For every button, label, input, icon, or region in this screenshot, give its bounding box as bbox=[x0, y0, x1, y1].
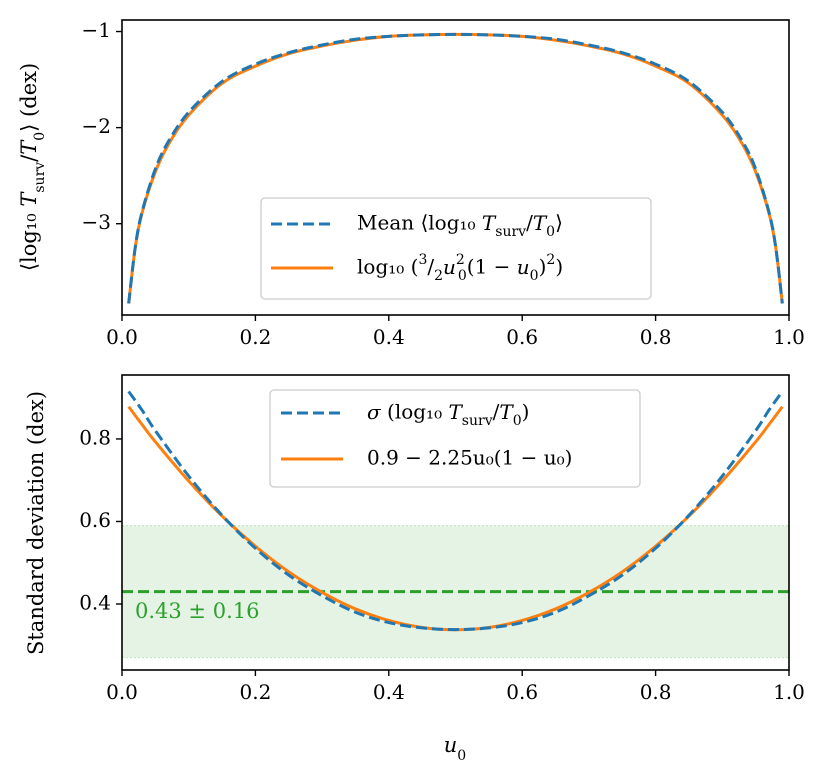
top-legend: Mean ⟨log₁₀ Tsurv/T0⟩ log₁₀ (3/2u2 0(1 − … bbox=[260, 197, 652, 300]
top-legend-box bbox=[260, 197, 652, 300]
bottom-xtick-label: 0.0 bbox=[106, 680, 138, 704]
bottom-series-measured-line bbox=[127, 390, 784, 632]
bottom-ylabel: Standard deviation (dex) bbox=[24, 391, 48, 655]
top-plot-area bbox=[127, 32, 784, 304]
top-ytick-label: −1 bbox=[82, 18, 111, 42]
bottom-ticks: 0.0 0.2 0.4 0.6 0.8 1.0 0.4 0.6 0.8 bbox=[79, 425, 805, 704]
bottom-legend-box bbox=[269, 389, 641, 488]
top-series-measured-line bbox=[127, 32, 784, 304]
top-ytick-label: −2 bbox=[82, 114, 111, 138]
bottom-legend-fit-label: 0.9 − 2.25u₀(1 − u₀) bbox=[367, 446, 572, 470]
top-axes-frame bbox=[121, 19, 790, 316]
top-ylabel: ⟨log₁₀ Tsurv/T0⟩ (dex) bbox=[17, 63, 48, 271]
sigma-band bbox=[122, 525, 789, 658]
top-ticks: 0.0 0.2 0.4 0.6 0.8 1.0 −3 −2 −1 bbox=[82, 18, 805, 349]
bottom-xtick-label: 0.2 bbox=[239, 680, 271, 704]
bottom-xtick-label: 0.6 bbox=[506, 680, 538, 704]
bottom-axes-frame bbox=[121, 374, 790, 671]
bottom-ytick-label: 0.6 bbox=[79, 508, 111, 532]
top-xtick-label: 0.6 bbox=[506, 325, 538, 349]
top-legend-fit-label: log₁₀ (3/2u2 0(1 − u0)2) bbox=[357, 252, 563, 284]
bottom-xlabel: u0 bbox=[444, 733, 466, 764]
bottom-ytick-label: 0.8 bbox=[79, 425, 111, 449]
bottom-xtick-label: 0.8 bbox=[640, 680, 672, 704]
bottom-panel: 0.0 0.2 0.4 0.6 0.8 1.0 0.4 0.6 0.8 Standard dev… bbox=[24, 374, 805, 764]
bottom-xtick-label: 1.0 bbox=[773, 680, 805, 704]
top-xtick-label: 0.0 bbox=[106, 325, 138, 349]
bottom-ytick-label: 0.4 bbox=[79, 590, 111, 614]
top-xtick-label: 0.4 bbox=[373, 325, 405, 349]
top-panel: 0.0 0.2 0.4 0.6 0.8 1.0 −3 −2 −1 ⟨log₁₀ Tsurv/T0… bbox=[17, 18, 805, 349]
top-xtick-label: 0.2 bbox=[239, 325, 271, 349]
top-xtick-label: 0.8 bbox=[640, 325, 672, 349]
top-ytick-label: −3 bbox=[82, 210, 111, 234]
bottom-legend: σ (log₁₀ Tsurv/T0) 0.9 − 2.25u₀(1 − u₀) bbox=[269, 389, 641, 488]
top-xtick-label: 1.0 bbox=[773, 325, 805, 349]
bottom-band-area bbox=[122, 525, 789, 659]
bottom-plot-area bbox=[127, 390, 784, 632]
bottom-xtick-label: 0.4 bbox=[373, 680, 405, 704]
band-annotation: 0.43 ± 0.16 bbox=[135, 599, 259, 623]
